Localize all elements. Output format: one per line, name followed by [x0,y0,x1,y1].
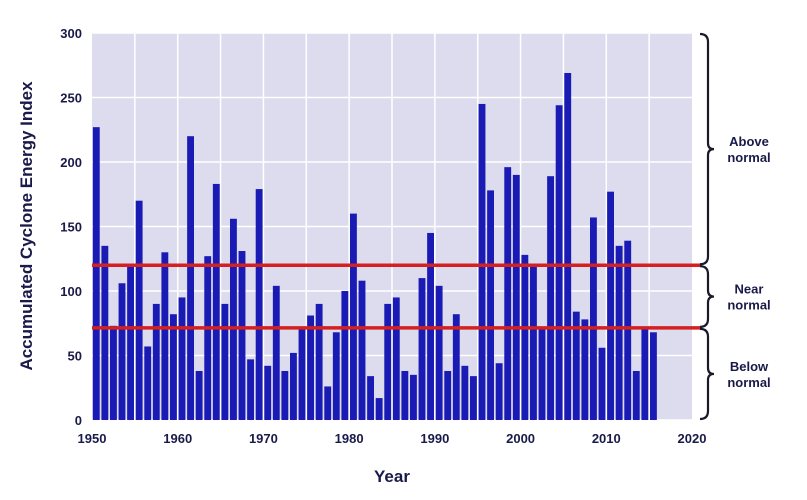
bar-1974 [298,327,306,420]
y-tick-label: 150 [60,220,82,235]
y-tick-label: 300 [60,26,82,41]
bar-2002 [538,328,546,420]
bar-2004 [555,105,563,421]
y-tick-label: 100 [60,284,82,299]
bar-1982 [367,376,374,420]
bar-1988 [418,278,426,420]
bar-1985 [392,297,400,420]
bar-1960 [178,297,186,420]
y-tick-labels: 0 50 100 150 200 250 300 [60,26,82,428]
bars-group [92,72,657,421]
bar-1975 [307,315,314,420]
bar-1986 [401,370,409,420]
bar-1965 [221,303,229,420]
bar-2006 [572,311,580,420]
x-tick-label: 2010 [592,431,621,446]
x-tick-label: 1950 [78,431,107,446]
bar-2009 [598,347,606,420]
band-label: Above [729,134,769,149]
bar-1977 [324,386,332,420]
bar-1969 [255,189,263,420]
band-brace [699,32,715,266]
bar-1971 [272,285,280,420]
band-label: Near [735,282,764,297]
band-label: normal [727,375,770,390]
bar-2011 [615,245,623,420]
y-axis-title: Accumulated Cyclone Energy Index [17,81,36,371]
bar-1952 [110,325,117,420]
bar-1973 [290,352,297,420]
bar-2015 [650,332,657,420]
bar-1964 [212,183,220,420]
bar-1983 [375,398,383,420]
bar-1958 [161,252,169,420]
y-tick-label: 250 [60,91,82,106]
bar-2014 [641,327,649,420]
bar-1987 [410,374,417,420]
bar-1981 [358,280,366,420]
bar-1954 [127,266,134,420]
y-tick-label: 200 [60,155,82,170]
bar-1984 [384,303,392,420]
bar-2000 [521,254,529,420]
x-tick-label: 1990 [420,431,449,446]
bar-1951 [101,245,109,420]
band-label: normal [727,150,770,165]
bar-1966 [230,218,237,420]
bar-1992 [452,314,460,420]
band-brace [699,265,715,328]
bar-1967 [238,251,246,420]
bar-1980 [350,213,357,420]
bar-1996 [487,190,494,420]
bar-2005 [564,72,572,421]
x-tick-label: 1960 [163,431,192,446]
bar-1953 [118,283,126,420]
bar-1957 [152,303,160,420]
bar-1961 [187,136,194,420]
bar-1978 [332,332,340,420]
bar-2010 [607,191,614,420]
bar-1956 [144,346,152,420]
x-axis-title: Year [374,467,410,486]
threshold-lines [92,263,702,330]
bar-2007 [581,319,589,420]
bar-1998 [504,167,512,420]
band-label: normal [727,298,770,313]
bar-1995 [478,103,486,420]
y-tick-label: 50 [68,349,82,364]
bar-2013 [632,370,640,420]
x-tick-label: 1970 [249,431,278,446]
x-tick-label: 1980 [335,431,364,446]
bar-1993 [461,365,469,420]
bar-1959 [170,314,177,420]
bar-1999 [512,174,520,420]
bar-2001 [530,266,537,420]
bar-1970 [264,365,272,420]
bar-1968 [247,359,254,420]
band-label: Below [730,359,769,374]
x-tick-label: 2020 [678,431,707,446]
bar-1997 [495,363,503,420]
x-tick-labels: 1950 1960 1970 1980 1990 2000 2010 2020 [78,431,707,446]
x-tick-label: 2000 [506,431,535,446]
bar-1990 [435,285,443,420]
y-tick-label: 0 [75,413,82,428]
band-braces [699,32,715,421]
bar-1976 [315,303,323,420]
bar-2008 [590,217,597,420]
bar-1950 [92,127,100,421]
bar-1963 [204,256,212,420]
bar-1972 [281,370,289,420]
bar-1991 [444,370,452,420]
bar-1962 [195,370,203,420]
band-brace [699,327,715,421]
bar-1994 [470,376,477,420]
bar-1955 [135,200,143,420]
bar-2003 [547,176,554,420]
bar-1979 [341,291,349,420]
bar-2012 [624,240,632,420]
